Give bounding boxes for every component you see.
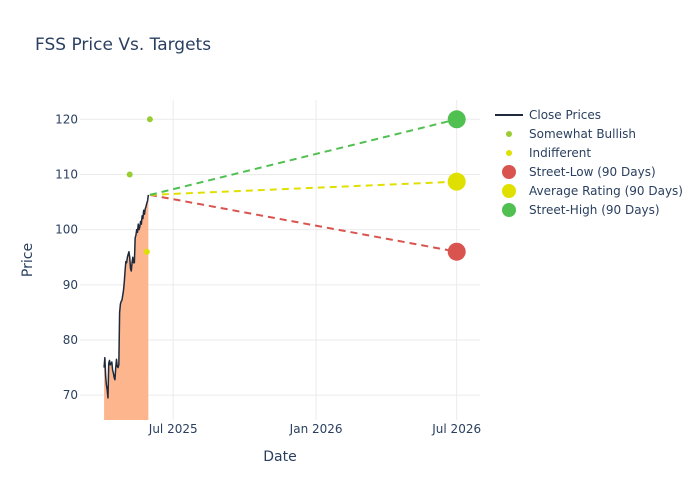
marker-layer [126, 110, 466, 261]
area-layer [104, 194, 149, 420]
legend-label: Street-High (90 Days) [529, 203, 660, 217]
y-tick-label: 100 [55, 223, 78, 237]
legend-swatch [502, 184, 516, 198]
x-axis-ticks: Jul 2025 Jan 2026 Jul 2026 [148, 422, 481, 436]
legend-item-average-rating-90-days[interactable]: Average Rating (90 Days) [502, 184, 683, 198]
legend-label: Street-Low (90 Days) [529, 165, 656, 179]
street-high-90-days-point [447, 110, 466, 129]
street-high-90-days-line [149, 118, 457, 196]
x-axis-title: Date [263, 449, 296, 465]
x-tick-label: Jul 2026 [431, 422, 481, 436]
street-low-90-days-line [149, 193, 457, 253]
y-axis-title: Price [20, 243, 36, 277]
close-prices-area [104, 194, 149, 420]
line-layer [103, 194, 150, 399]
street-low-90-days-point [447, 242, 466, 261]
legend-swatch [502, 203, 516, 217]
y-tick-label: 80 [63, 333, 78, 347]
average-rating-90-days-point [447, 172, 466, 191]
legend-label: Indifferent [529, 146, 591, 160]
legend-label: Somewhat Bullish [529, 127, 636, 141]
x-tick-label: Jul 2025 [148, 422, 198, 436]
somewhat-bullish-point [126, 171, 133, 178]
target-layer [149, 118, 457, 253]
legend-label: Close Prices [529, 108, 601, 122]
y-tick-label: 90 [63, 278, 78, 292]
average-rating-90-days-line [149, 180, 457, 196]
y-tick-label: 110 [55, 167, 78, 181]
legend-item-street-high-90-days[interactable]: Street-High (90 Days) [502, 203, 660, 217]
legend-item-street-low-90-days[interactable]: Street-Low (90 Days) [502, 165, 656, 179]
y-axis-ticks: 70 80 90 100 110 120 [55, 112, 78, 402]
legend-item-indifferent[interactable]: Indifferent [506, 146, 591, 160]
x-tick-label: Jan 2026 [289, 422, 343, 436]
somewhat-bullish-point [146, 116, 153, 123]
y-tick-label: 70 [63, 388, 78, 402]
legend-swatch [502, 165, 516, 179]
legend-swatch [506, 150, 512, 156]
legend-item-somewhat-bullish[interactable]: Somewhat Bullish [506, 127, 636, 141]
indifferent-point [143, 248, 150, 255]
legend-label: Average Rating (90 Days) [529, 184, 683, 198]
legend-item-close-prices[interactable]: Close Prices [495, 108, 601, 122]
legend[interactable]: Close Prices Somewhat Bullish Indifferent S… [495, 108, 683, 217]
legend-swatch [506, 131, 512, 137]
close-prices-line [103, 194, 150, 399]
y-tick-label: 120 [55, 112, 78, 126]
chart-title: FSS Price Vs. Targets [35, 35, 211, 55]
